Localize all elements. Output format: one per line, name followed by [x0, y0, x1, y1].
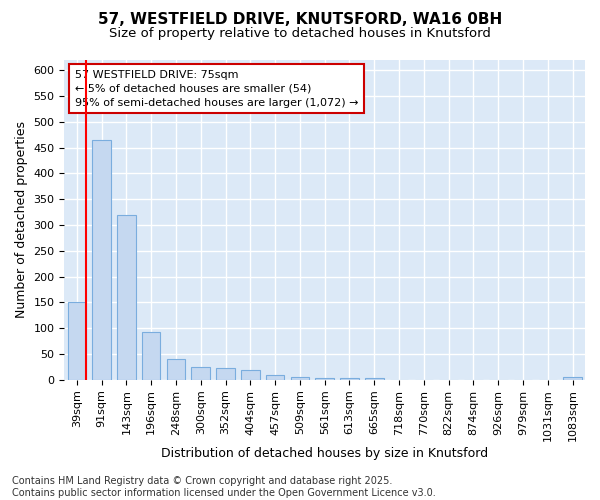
- Y-axis label: Number of detached properties: Number of detached properties: [15, 122, 28, 318]
- Bar: [290, 377, 309, 380]
- Text: 57 WESTFIELD DRIVE: 75sqm
← 5% of detached houses are smaller (54)
95% of semi-d: 57 WESTFIELD DRIVE: 75sqm ← 5% of detach…: [75, 70, 358, 108]
- Text: Size of property relative to detached houses in Knutsford: Size of property relative to detached ho…: [109, 28, 491, 40]
- Bar: [167, 359, 185, 380]
- Bar: [340, 378, 359, 380]
- Bar: [142, 332, 160, 380]
- Bar: [316, 378, 334, 380]
- Bar: [241, 370, 260, 380]
- Bar: [216, 368, 235, 380]
- Bar: [117, 215, 136, 380]
- Bar: [191, 367, 210, 380]
- Bar: [365, 378, 383, 380]
- Text: 57, WESTFIELD DRIVE, KNUTSFORD, WA16 0BH: 57, WESTFIELD DRIVE, KNUTSFORD, WA16 0BH: [98, 12, 502, 28]
- Bar: [92, 140, 111, 380]
- X-axis label: Distribution of detached houses by size in Knutsford: Distribution of detached houses by size …: [161, 447, 488, 460]
- Bar: [563, 378, 582, 380]
- Text: Contains HM Land Registry data © Crown copyright and database right 2025.
Contai: Contains HM Land Registry data © Crown c…: [12, 476, 436, 498]
- Bar: [68, 302, 86, 380]
- Bar: [266, 374, 284, 380]
